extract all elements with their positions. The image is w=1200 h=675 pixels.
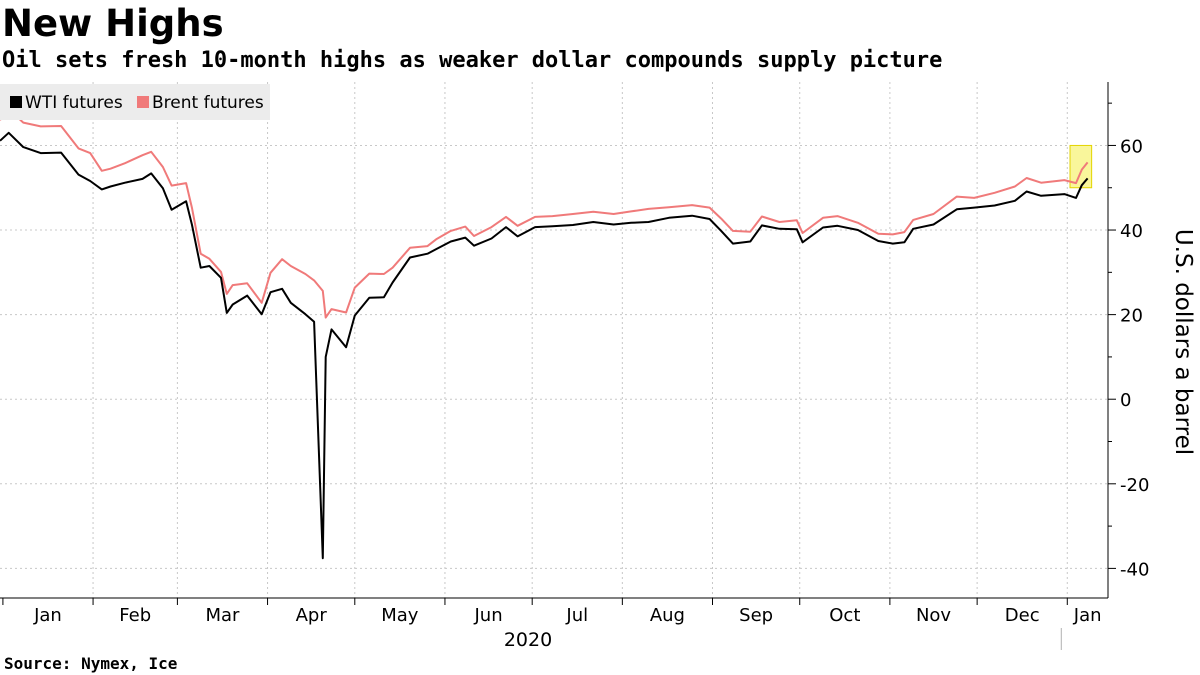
chart-subtitle: Oil sets fresh 10-month highs as weaker … — [2, 48, 943, 73]
source-note: Source: Nymex, Ice — [4, 654, 178, 673]
y-tick-label: -20 — [1120, 475, 1149, 496]
chart-title: New Highs — [2, 2, 224, 45]
x-tick-label: Jul — [565, 605, 588, 626]
x-tick-label: Aug — [650, 605, 685, 626]
series-line-wti-futures — [0, 131, 1089, 560]
legend-swatch-wti — [10, 96, 22, 108]
legend-background — [0, 84, 270, 120]
y-tick-label: 60 — [1120, 136, 1143, 157]
x-tick-label: Feb — [119, 605, 151, 626]
x-tick-label: Nov — [916, 605, 951, 626]
axes: -40 -20 0 20 40 60 Jan Feb Mar Apr May Jun Jul Aug Sep… — [0, 82, 1149, 650]
x-tick-label: Oct — [829, 605, 860, 626]
x-tick-label: Apr — [296, 605, 328, 626]
x-axis-year-label: 2020 — [504, 629, 552, 651]
grid-lines — [0, 82, 1108, 598]
x-tick-label: Sep — [739, 605, 773, 626]
x-tick-label: Dec — [1005, 605, 1040, 626]
series-line-brent-futures — [0, 108, 1089, 319]
legend-swatch-brent — [137, 96, 149, 108]
legend-label-wti: WTI futures — [25, 93, 123, 113]
x-tick-label: Jun — [474, 605, 503, 626]
x-tick-label: May — [381, 605, 419, 626]
y-tick-label: -40 — [1120, 559, 1149, 580]
y-tick-label: 20 — [1120, 306, 1143, 327]
series-layer — [0, 108, 1089, 560]
y-tick-label: 0 — [1120, 390, 1131, 411]
x-tick-label: Jan — [1073, 605, 1102, 626]
y-tick-label: 40 — [1120, 221, 1143, 242]
legend: WTI futures Brent futures — [0, 84, 270, 120]
legend-label-brent: Brent futures — [152, 93, 264, 113]
x-tick-label: Mar — [205, 605, 240, 626]
x-tick-label: Jan — [33, 605, 62, 626]
y-axis-label: U.S. dollars a barrel — [1170, 229, 1196, 455]
